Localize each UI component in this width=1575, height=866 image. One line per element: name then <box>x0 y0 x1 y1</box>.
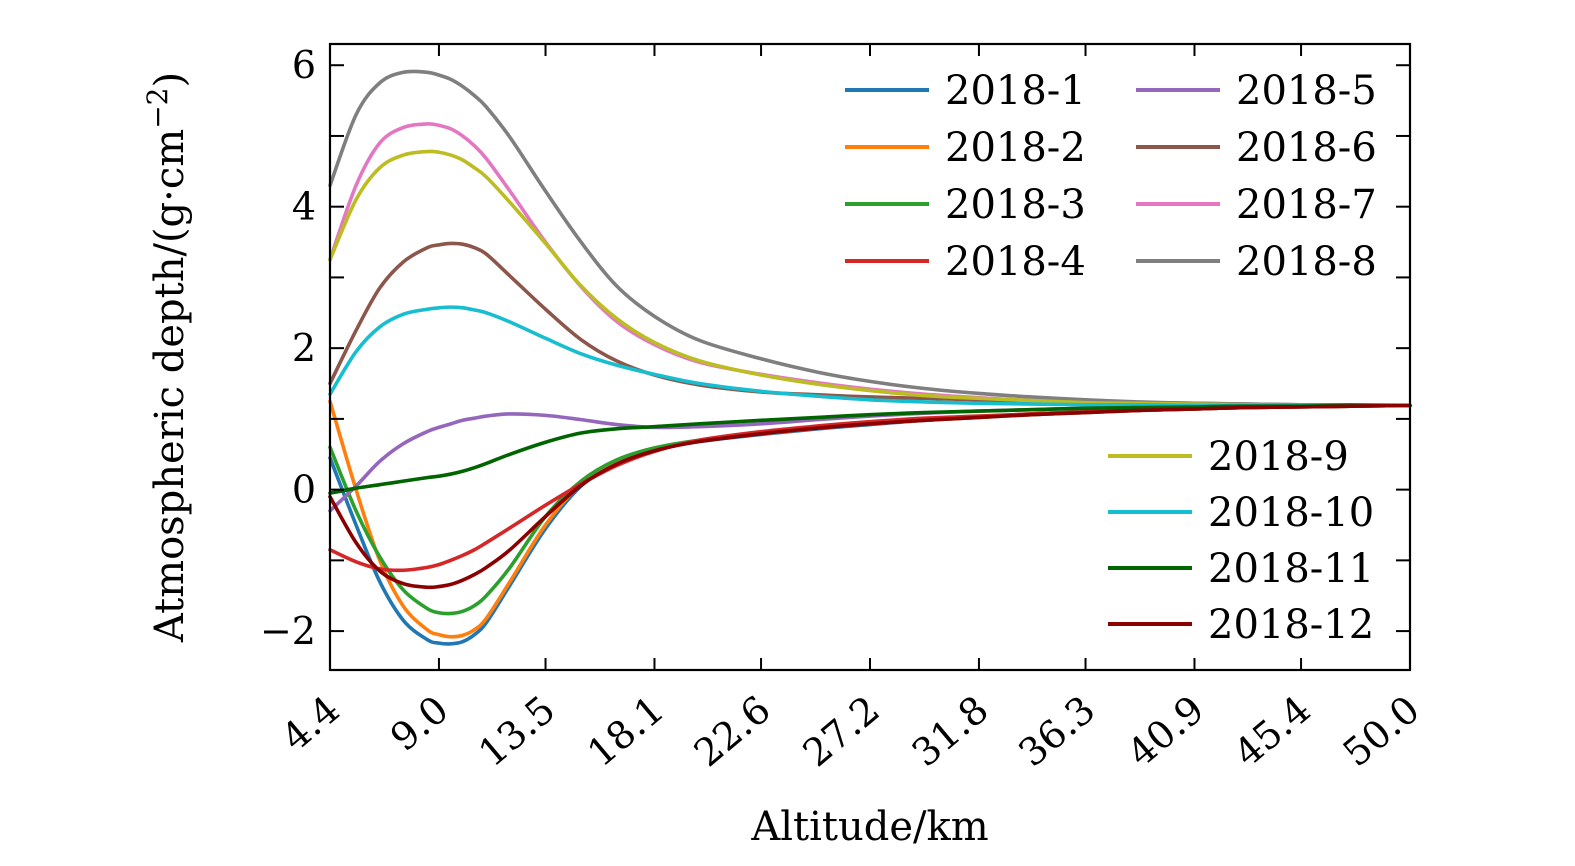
series-line-2018-10 <box>328 305 1412 408</box>
x-tick-label: 45.4 <box>1226 687 1319 775</box>
series-line-2018-12 <box>328 403 1412 590</box>
y-axis-title-superscript: −2 <box>141 88 174 129</box>
x-tick-label: 27.2 <box>795 687 888 775</box>
y-tick-label: 6 <box>292 43 316 87</box>
legend-label-2018-6: 2018-6 <box>1236 125 1377 171</box>
legend-label-2018-11: 2018-11 <box>1208 546 1374 592</box>
y-axis-title: Atmospheric depth/(g·cm−2) <box>141 72 194 643</box>
legend-label-2018-8: 2018-8 <box>1236 239 1377 285</box>
legend-label-2018-1: 2018-1 <box>945 68 1086 114</box>
x-axis-title: Altitude/km <box>750 804 988 850</box>
legend-label-2018-10: 2018-10 <box>1208 490 1374 536</box>
x-tick-label: 22.6 <box>686 687 779 775</box>
legend-label-2018-9: 2018-9 <box>1208 434 1349 480</box>
series-layer <box>328 69 1412 646</box>
x-tick-label: 9.0 <box>382 687 457 760</box>
x-tick-label: 50.0 <box>1335 687 1428 775</box>
legend-label-2018-2: 2018-2 <box>945 125 1086 171</box>
x-tick-label: 4.4 <box>273 687 348 760</box>
x-tick-label: 18.1 <box>579 687 672 775</box>
y-tick-label: 0 <box>292 468 316 512</box>
legend-label-2018-7: 2018-7 <box>1236 182 1377 228</box>
x-tick-label: 13.5 <box>470 687 563 775</box>
x-tick-label: 40.9 <box>1119 687 1212 775</box>
x-tick-label: 31.8 <box>904 687 997 775</box>
legend-label-2018-3: 2018-3 <box>945 182 1086 228</box>
y-tick-label: −2 <box>260 609 316 653</box>
legend-label-2018-12: 2018-12 <box>1208 602 1374 648</box>
legend: 2018-1 2018-2 2018-3 2018-4 2018-5 2018-6 2018… <box>845 68 1377 648</box>
y-tick-label: 2 <box>292 326 316 370</box>
series-line-2018-11 <box>328 403 1412 495</box>
legend-label-2018-5: 2018-5 <box>1236 68 1377 114</box>
y-tick-label: 4 <box>292 185 316 229</box>
y-axis-title-close: ) <box>147 72 193 88</box>
legend-label-2018-4: 2018-4 <box>945 239 1086 285</box>
x-tick-label: 36.3 <box>1010 687 1103 775</box>
y-axis-title-main: Atmospheric depth/(g·cm <box>147 129 193 643</box>
